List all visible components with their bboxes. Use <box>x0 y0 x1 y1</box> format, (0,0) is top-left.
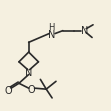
Text: H: H <box>48 23 54 32</box>
Text: N: N <box>81 26 88 36</box>
Text: N: N <box>25 68 32 78</box>
Text: O: O <box>4 86 12 96</box>
Text: N: N <box>48 30 56 40</box>
Text: O: O <box>28 85 35 95</box>
